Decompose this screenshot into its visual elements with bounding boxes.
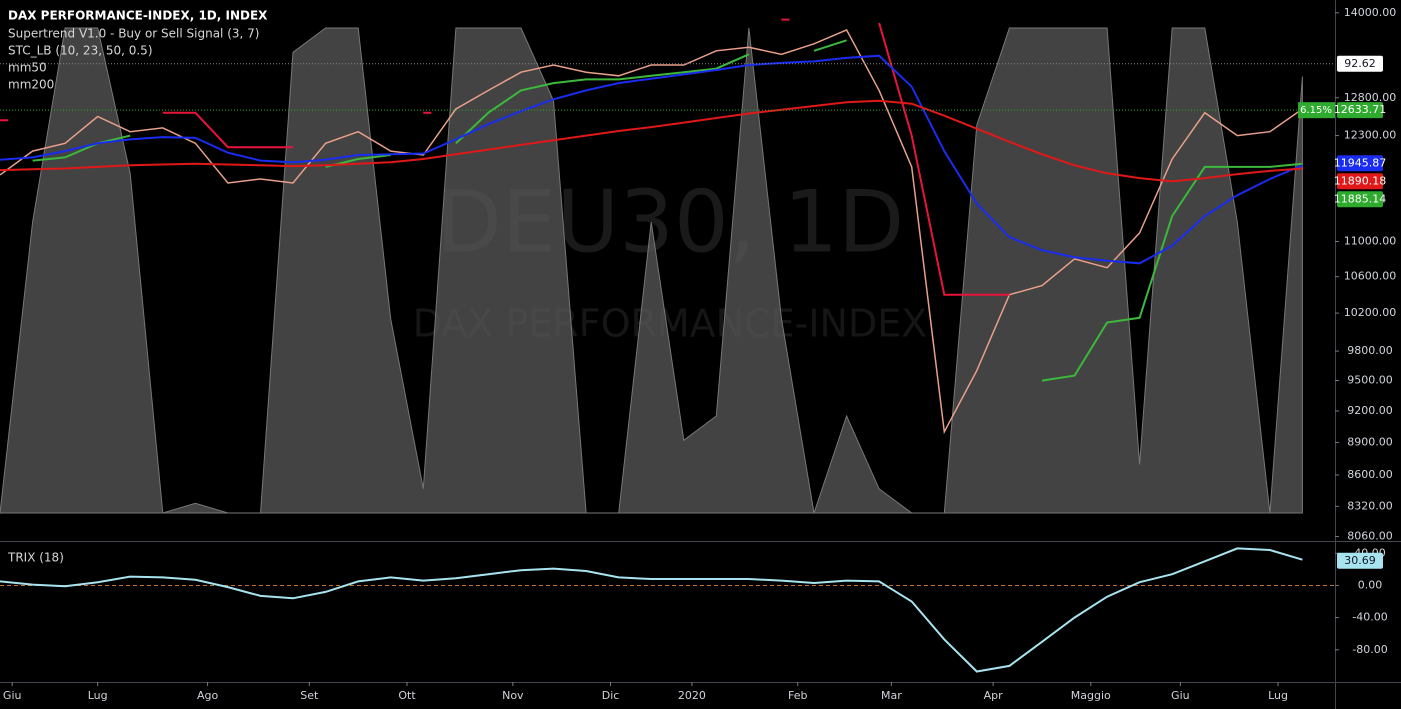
x-tick-label: Nov	[502, 689, 524, 702]
y-tick-label: 8900.00	[1347, 435, 1393, 448]
price-label-bg	[1337, 55, 1383, 72]
label-layer: DAX PERFORMANCE-INDEX, 1D, INDEX Supertr…	[3, 6, 1396, 702]
price-label: 11890.18	[1334, 174, 1387, 187]
y-tick-label: 14000.00	[1344, 6, 1397, 19]
y-tick-label: 8320.00	[1347, 499, 1393, 512]
y-tick-label: 8060.00	[1347, 529, 1393, 542]
price-label: 30.69	[1344, 554, 1376, 567]
x-tick-label: Ago	[197, 689, 219, 702]
x-tick-label: Lug	[1268, 689, 1288, 702]
trix-legend: TRIX (18)	[7, 551, 64, 565]
price-label-bg	[1337, 155, 1383, 172]
legend-entry: mm50	[8, 61, 47, 75]
supertrend-up	[32, 39, 1303, 382]
legend-entry: mm200	[8, 78, 54, 92]
y-tick-label: 9800.00	[1347, 344, 1393, 357]
y-tick-label: 12800.00	[1344, 91, 1397, 104]
x-tick-label: 2020	[678, 689, 706, 702]
x-tick-label: Feb	[788, 689, 807, 702]
x-tick-label: Ott	[398, 689, 416, 702]
y-tick-label: 8600.00	[1347, 468, 1393, 481]
change-label-bg	[1298, 102, 1335, 119]
price-label-bg	[1337, 552, 1383, 569]
legend-entry: STC_LB (10, 23, 50, 0.5)	[8, 44, 153, 58]
price-label: 11885.14	[1334, 192, 1387, 205]
stc-area	[0, 27, 1303, 514]
stc-layer	[0, 27, 1303, 514]
main-layer	[0, 18, 1335, 673]
price-label: 11945.87	[1334, 156, 1387, 169]
x-tick-label: Lug	[88, 689, 108, 702]
y-tick-label: 10600.00	[1344, 270, 1397, 283]
x-tick-label: Set	[300, 689, 319, 702]
x-tick-label: Giu	[1171, 689, 1190, 702]
x-tick-label: Dic	[602, 689, 620, 702]
y-tick-label: 12300.00	[1344, 129, 1397, 142]
price-label: 92.62	[1344, 57, 1376, 70]
supertrend-down	[0, 18, 1010, 296]
change-label: 6.15%	[1300, 105, 1332, 116]
y-tick-label: 10200.00	[1344, 306, 1397, 319]
chart-title: DAX PERFORMANCE-INDEX, 1D, INDEX	[8, 9, 268, 23]
y-tick-label: -80.00	[1352, 643, 1387, 656]
x-tick-label: Maggio	[1071, 689, 1111, 702]
x-tick-label: Mar	[881, 689, 902, 702]
x-tick-label: Giu	[3, 689, 22, 702]
price-label-bg	[1337, 173, 1383, 190]
price-label-bg	[1337, 191, 1383, 208]
y-tick-label: 9500.00	[1347, 374, 1393, 387]
y-tick-label: 0.00	[1358, 578, 1383, 591]
x-tick-label: Apr	[984, 689, 1004, 702]
trix-line	[0, 547, 1303, 673]
y-tick-label: 9200.00	[1347, 404, 1393, 417]
price-line	[0, 28, 1303, 435]
y-tick-label: -40.00	[1352, 611, 1387, 624]
legend-entry: Supertrend V1.0 - Buy or Sell Signal (3,…	[8, 27, 259, 41]
moving-average	[0, 54, 1303, 265]
moving-average	[0, 99, 1303, 183]
y-tick-label: 11000.00	[1344, 235, 1397, 248]
price-label-bg	[1337, 102, 1383, 119]
price-label: 12633.71	[1334, 103, 1387, 116]
